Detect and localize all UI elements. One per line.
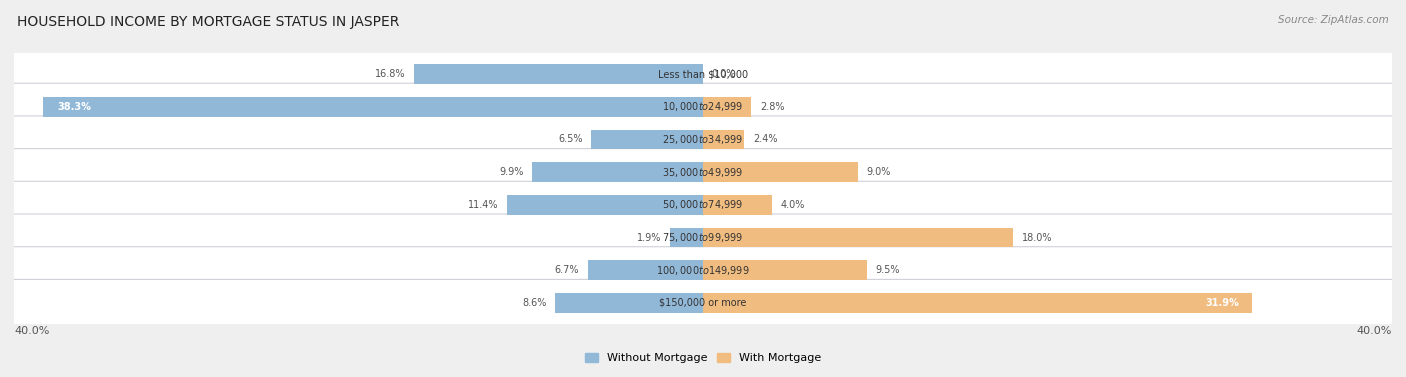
Bar xyxy=(591,130,703,149)
Text: 18.0%: 18.0% xyxy=(1022,233,1052,242)
Bar xyxy=(703,228,1012,247)
Bar xyxy=(671,228,703,247)
Bar xyxy=(588,261,703,280)
Text: $50,000 to $74,999: $50,000 to $74,999 xyxy=(662,198,744,211)
Text: 8.6%: 8.6% xyxy=(522,298,547,308)
Bar xyxy=(703,97,751,116)
Text: 2.8%: 2.8% xyxy=(759,102,785,112)
Text: 1.9%: 1.9% xyxy=(637,233,662,242)
FancyBboxPatch shape xyxy=(8,247,1398,294)
Text: 31.9%: 31.9% xyxy=(1205,298,1239,308)
Bar xyxy=(44,97,703,116)
FancyBboxPatch shape xyxy=(8,149,1398,196)
Text: 40.0%: 40.0% xyxy=(14,326,49,336)
Text: HOUSEHOLD INCOME BY MORTGAGE STATUS IN JASPER: HOUSEHOLD INCOME BY MORTGAGE STATUS IN J… xyxy=(17,15,399,29)
Text: Source: ZipAtlas.com: Source: ZipAtlas.com xyxy=(1278,15,1389,25)
Text: $25,000 to $34,999: $25,000 to $34,999 xyxy=(662,133,744,146)
Text: 9.0%: 9.0% xyxy=(866,167,891,177)
Legend: Without Mortgage, With Mortgage: Without Mortgage, With Mortgage xyxy=(581,348,825,368)
Text: $150,000 or more: $150,000 or more xyxy=(659,298,747,308)
Text: 9.5%: 9.5% xyxy=(875,265,900,275)
Text: 6.7%: 6.7% xyxy=(554,265,579,275)
Bar xyxy=(703,195,772,215)
Text: $35,000 to $49,999: $35,000 to $49,999 xyxy=(662,166,744,179)
Text: $75,000 to $99,999: $75,000 to $99,999 xyxy=(662,231,744,244)
Text: Less than $10,000: Less than $10,000 xyxy=(658,69,748,79)
FancyBboxPatch shape xyxy=(8,279,1398,326)
FancyBboxPatch shape xyxy=(8,181,1398,228)
FancyBboxPatch shape xyxy=(8,116,1398,163)
Text: 11.4%: 11.4% xyxy=(468,200,498,210)
Bar xyxy=(506,195,703,215)
Text: $10,000 to $24,999: $10,000 to $24,999 xyxy=(662,100,744,113)
FancyBboxPatch shape xyxy=(8,83,1398,130)
Text: 40.0%: 40.0% xyxy=(1357,326,1392,336)
Bar xyxy=(555,293,703,313)
Text: 38.3%: 38.3% xyxy=(58,102,91,112)
FancyBboxPatch shape xyxy=(8,214,1398,261)
Bar xyxy=(533,162,703,182)
FancyBboxPatch shape xyxy=(8,51,1398,98)
Text: 2.4%: 2.4% xyxy=(754,135,778,144)
Bar xyxy=(703,162,858,182)
Bar xyxy=(703,130,744,149)
Bar xyxy=(703,261,866,280)
Text: 0.0%: 0.0% xyxy=(711,69,735,79)
Text: 16.8%: 16.8% xyxy=(374,69,405,79)
Text: $100,000 to $149,999: $100,000 to $149,999 xyxy=(657,264,749,277)
Bar xyxy=(413,64,703,84)
Text: 6.5%: 6.5% xyxy=(558,135,582,144)
Text: 4.0%: 4.0% xyxy=(780,200,804,210)
Text: 9.9%: 9.9% xyxy=(499,167,524,177)
Bar xyxy=(703,293,1253,313)
